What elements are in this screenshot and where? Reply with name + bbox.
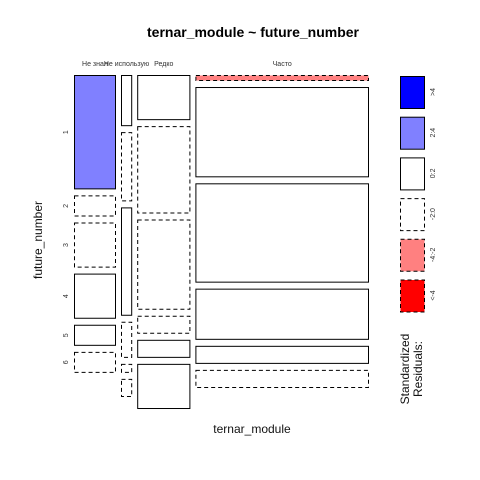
row-label: 2 — [63, 204, 70, 208]
mosaic-tile — [121, 363, 133, 373]
row-label: 6 — [63, 360, 70, 364]
legend-keys: >4 2:4 0:2 -2:0 -4:-2 <-4 — [400, 76, 437, 313]
column-label: Часто — [273, 61, 292, 68]
mosaic-tile — [74, 351, 116, 373]
mosaic-tile — [195, 345, 369, 364]
legend-key-label: 0:2 — [430, 168, 437, 178]
mosaic-tile — [121, 132, 133, 202]
mosaic-tile — [74, 273, 116, 319]
row-labels: 1 2 3 4 5 6 — [63, 130, 70, 364]
column-label: Не использую — [104, 61, 149, 68]
mosaic-tile — [121, 378, 133, 397]
mosaic-tile — [137, 75, 191, 121]
legend: >4 2:4 0:2 -2:0 -4:-2 <-4 Standardized Residu… — [398, 76, 437, 405]
mosaic-tile — [195, 87, 369, 178]
legend-key — [400, 279, 425, 313]
mosaic-tile — [137, 339, 191, 358]
column-label: Не знал — [82, 61, 108, 68]
legend-key-label: -4:-2 — [430, 248, 437, 262]
row-label: 5 — [63, 333, 70, 337]
mosaic-tile — [74, 222, 116, 268]
mosaic-tile — [137, 126, 191, 214]
row-label: 1 — [63, 130, 70, 134]
x-axis-title: ternar_module — [213, 422, 291, 436]
legend-title-line-2: Residuals: — [411, 341, 425, 397]
row-label: 3 — [63, 243, 70, 247]
legend-key-label: -2:0 — [430, 208, 437, 220]
mosaic-tile — [74, 75, 116, 190]
legend-key — [400, 238, 425, 272]
mosaic-tile — [121, 321, 133, 358]
column-label: Редко — [154, 61, 173, 68]
legend-key — [400, 198, 425, 232]
legend-key-label: <-4 — [430, 290, 437, 300]
mosaic-tiles — [74, 75, 369, 410]
mosaic-tile — [74, 324, 116, 346]
legend-key-label: 2:4 — [430, 128, 437, 138]
mosaic-tile — [137, 315, 191, 334]
legend-key — [400, 157, 425, 191]
mosaic-tile — [195, 183, 369, 283]
legend-key — [400, 76, 425, 109]
mosaic-tile — [74, 195, 116, 217]
y-axis-title: future_number — [31, 201, 45, 279]
mosaic-tile — [195, 75, 369, 82]
mosaic-tile — [195, 369, 369, 388]
mosaic-tile — [121, 207, 133, 316]
legend-key — [400, 116, 425, 150]
legend-title-line-1: Standardized — [398, 334, 412, 405]
legend-key-label: >4 — [430, 88, 437, 96]
mosaic-tile — [137, 219, 191, 310]
chart-title: ternar_module ~ future_number — [147, 24, 360, 40]
mosaic-tile — [121, 75, 133, 127]
row-label: 4 — [63, 294, 70, 298]
mosaic-tile — [137, 363, 191, 410]
mosaic-tile — [195, 288, 369, 340]
